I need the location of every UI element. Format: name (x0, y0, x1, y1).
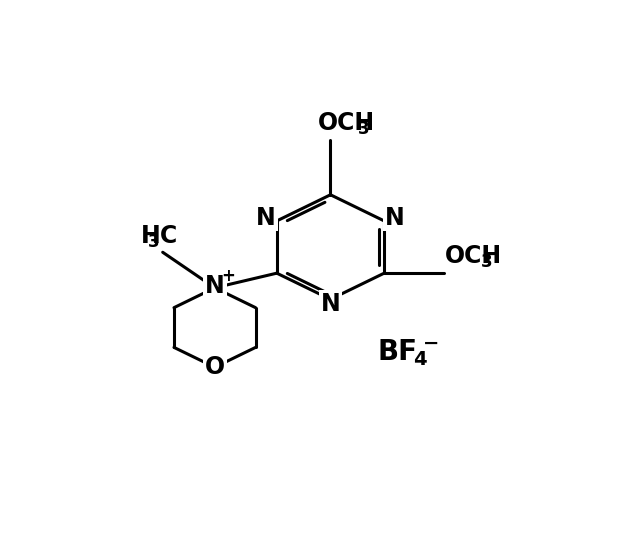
Text: N: N (385, 206, 405, 230)
Text: O: O (205, 355, 225, 379)
Text: −: − (423, 334, 440, 353)
Text: OCH: OCH (445, 244, 502, 268)
Text: BF: BF (378, 338, 417, 365)
Text: 3: 3 (148, 233, 159, 251)
Text: +: + (221, 267, 236, 285)
Text: 4: 4 (413, 350, 427, 369)
Text: N: N (256, 206, 276, 230)
Text: 3: 3 (481, 254, 493, 272)
Text: H: H (140, 224, 160, 248)
Text: 3: 3 (358, 121, 369, 138)
Text: N: N (321, 292, 340, 317)
Text: C: C (160, 224, 177, 248)
Text: N: N (205, 274, 225, 298)
Text: OCH: OCH (318, 111, 375, 135)
